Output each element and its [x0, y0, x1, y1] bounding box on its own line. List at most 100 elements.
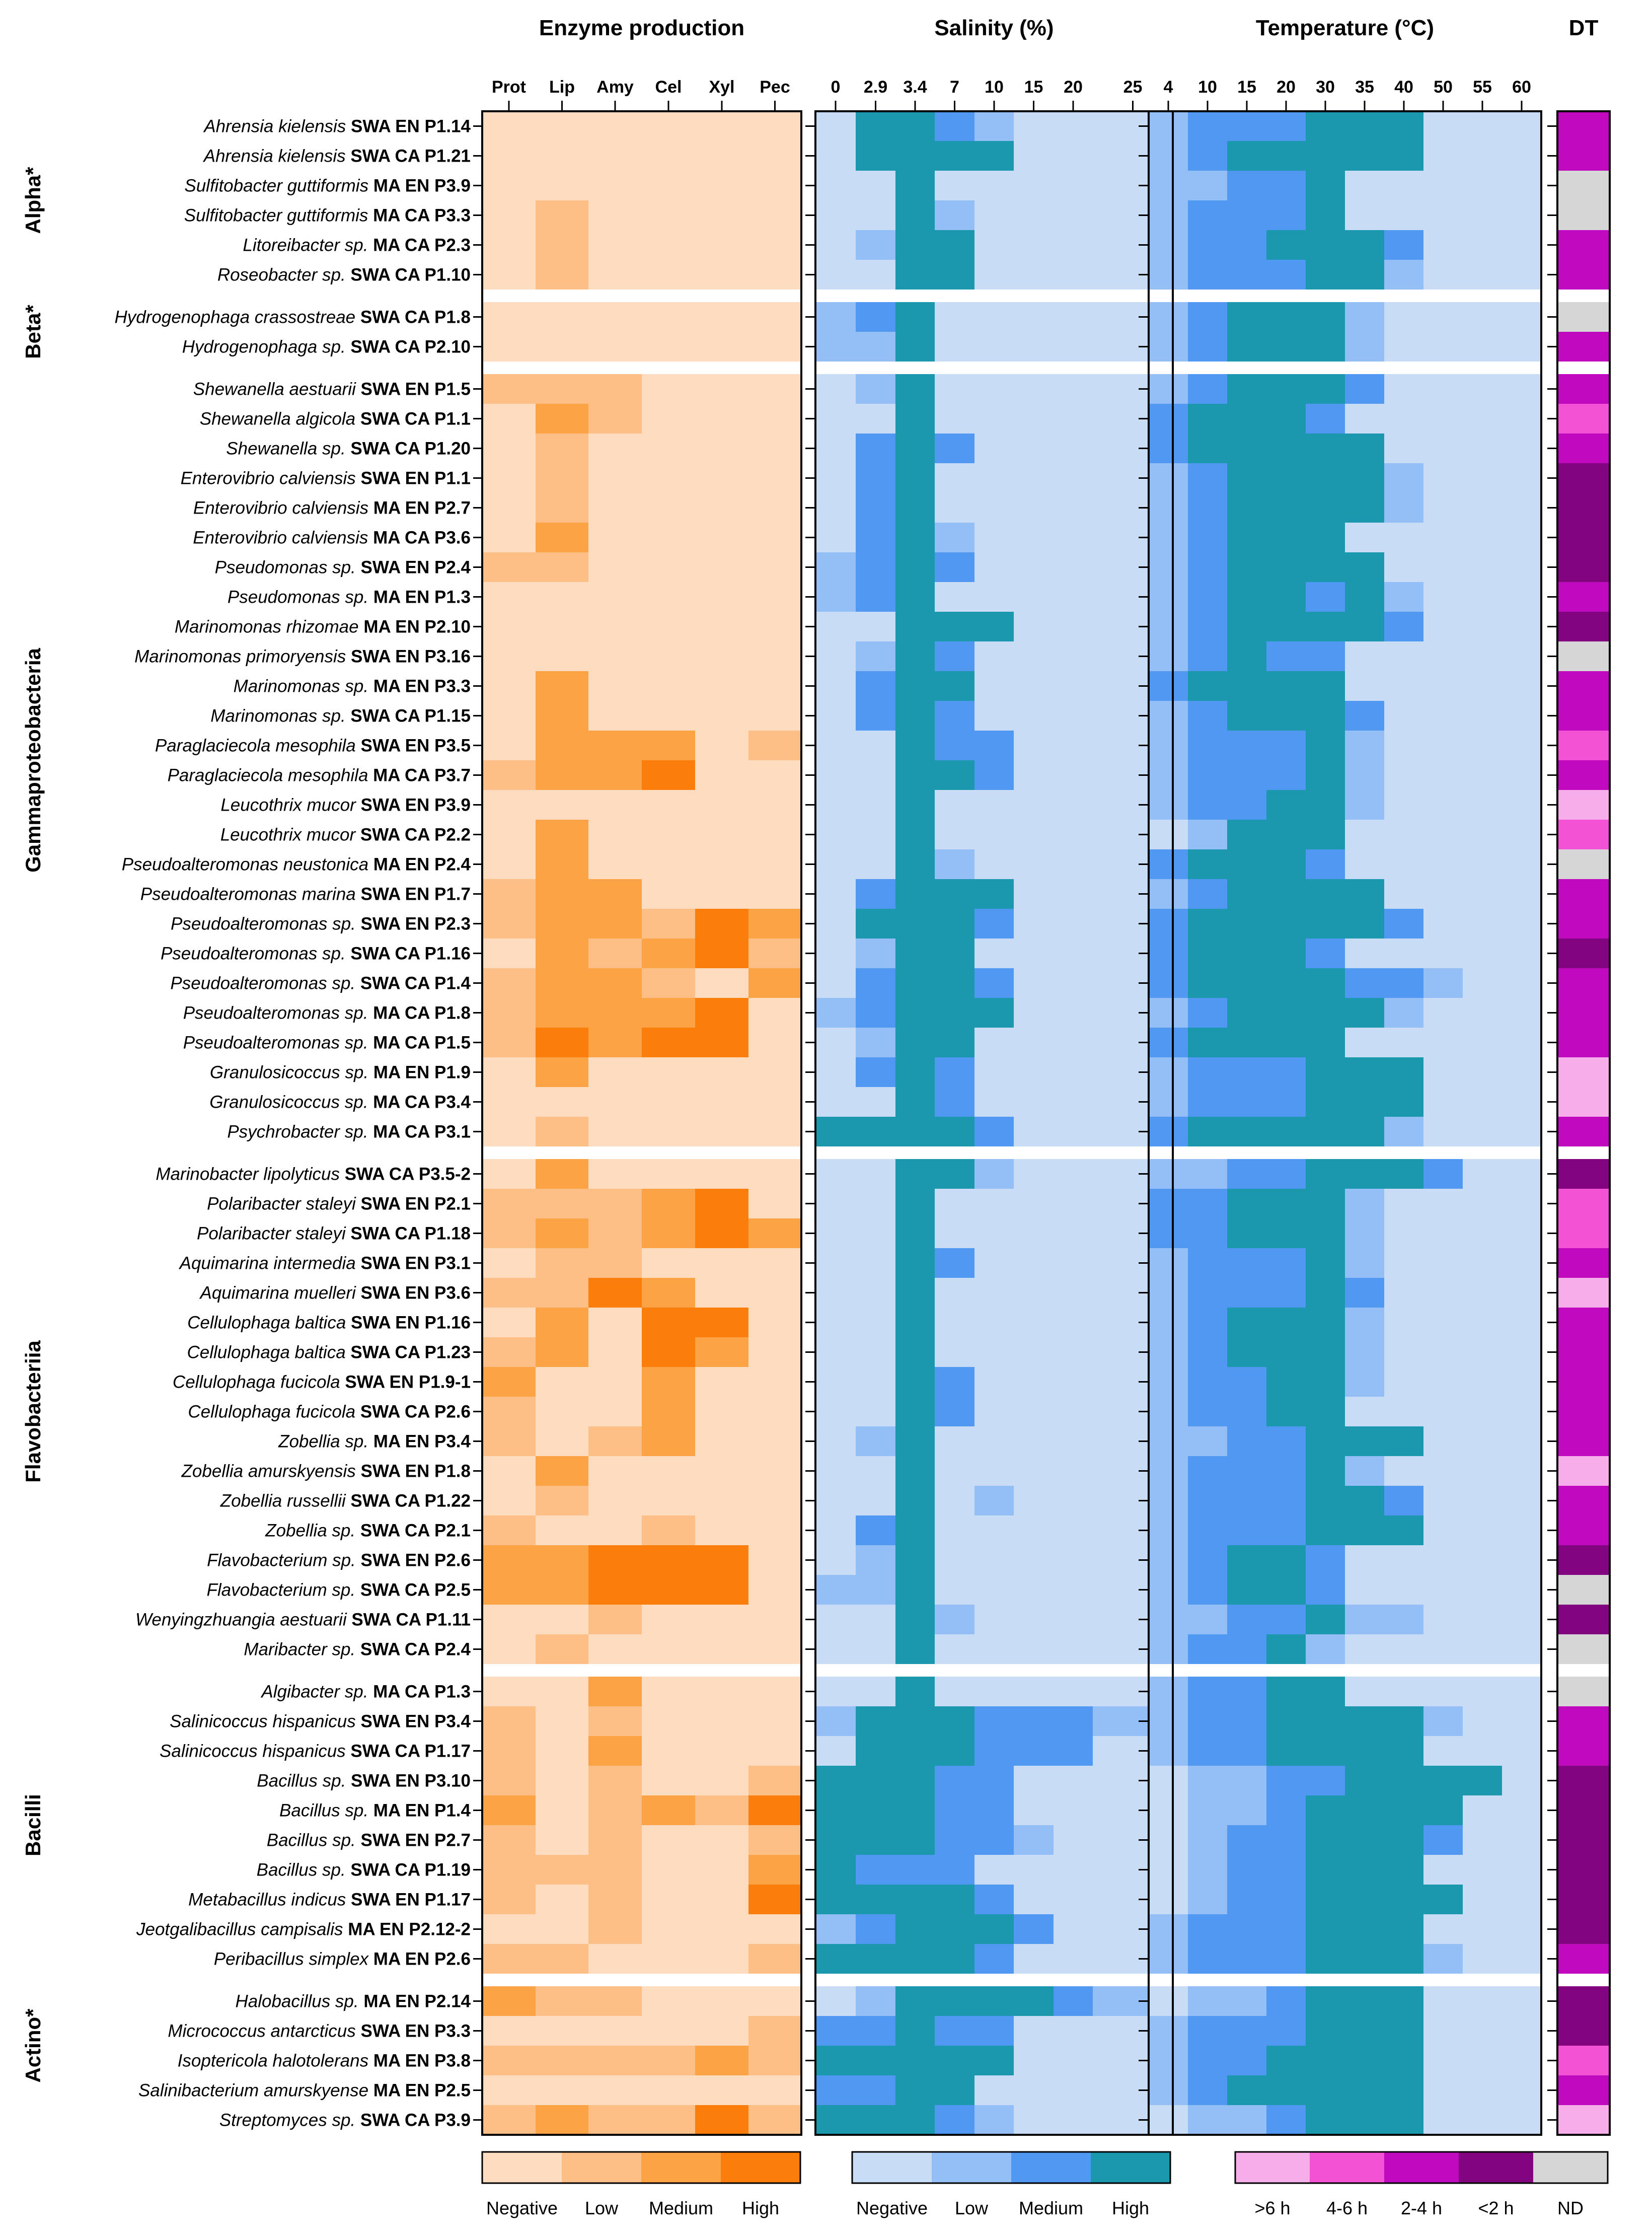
temperature-cell	[1266, 1885, 1306, 1915]
enzyme-cell	[748, 790, 802, 820]
row-strain: MA EN P3.8	[373, 2051, 471, 2071]
row-label: Pseudoalteromonas sp. SWA EN P2.3	[171, 914, 471, 934]
salinity-cell	[815, 1397, 856, 1427]
salinity-cell	[895, 552, 935, 583]
temperature-cell	[1423, 731, 1463, 761]
temperature-cell	[1306, 141, 1345, 171]
salinity-cell	[935, 404, 975, 434]
salinity-cell	[815, 1486, 856, 1516]
temperature-cell	[1266, 1545, 1306, 1575]
salinity-cell	[974, 1248, 1014, 1278]
enzyme-cell	[482, 1944, 536, 1974]
temperature-cell	[1384, 968, 1424, 998]
dt-cell	[1557, 404, 1610, 434]
row-label: Peribacillus simplex MA EN P2.6	[214, 1950, 471, 1969]
temperature-cell	[1188, 260, 1228, 290]
temperature-cell	[1306, 1308, 1345, 1338]
enzyme-cell	[642, 1677, 696, 1707]
salinity-cell	[856, 1218, 896, 1249]
temperature-cell	[1306, 1456, 1345, 1486]
temperature-cell	[1149, 1278, 1188, 1308]
temperature-cell	[1188, 1367, 1228, 1397]
row-strain: MA EN P2.10	[363, 617, 471, 637]
temperature-cell	[1345, 909, 1385, 939]
panel-frames	[473, 110, 1611, 2136]
salinity-cell	[1014, 2016, 1054, 2046]
row-species: Metabacillus indicus	[188, 1890, 351, 1910]
temperature-cell	[1502, 1117, 1542, 1147]
temperature-cell	[1384, 1159, 1424, 1189]
salinity-cell	[856, 374, 896, 404]
temperature-cell	[1266, 111, 1306, 141]
temperature-cell	[1423, 332, 1463, 362]
salinity-cell	[856, 1426, 896, 1457]
temperature-cell	[1423, 1605, 1463, 1635]
temperature-cell	[1227, 404, 1267, 434]
column-header-temperature: 20	[1276, 78, 1296, 97]
temperature-cell	[1384, 1677, 1424, 1707]
temperature-cell	[1266, 671, 1306, 701]
temperature-cell	[1306, 998, 1345, 1028]
temperature-cell	[1266, 1736, 1306, 1766]
temperature-cell	[1423, 671, 1463, 701]
salinity-cell	[1014, 1117, 1054, 1147]
enzyme-cell	[536, 760, 589, 790]
temperature-cell	[1423, 302, 1463, 332]
enzyme-cell	[748, 1159, 802, 1189]
enzyme-cell	[588, 1057, 642, 1088]
enzyme-cell	[642, 2046, 696, 2076]
row-label: Micrococcus antarcticus SWA EN P3.3	[168, 2022, 471, 2041]
salinity-cell	[935, 612, 975, 642]
salinity-cell	[815, 493, 856, 523]
temperature-cell	[1266, 1766, 1306, 1796]
column-header-temperature: 30	[1316, 78, 1335, 97]
temperature-cell	[1149, 1087, 1188, 1117]
salinity-cell	[815, 1426, 856, 1457]
temperature-cell	[1188, 1028, 1228, 1058]
temperature-cell	[1345, 1189, 1385, 1219]
temperature-cell	[1463, 909, 1503, 939]
temperature-cell	[1423, 1855, 1463, 1885]
temperature-cell	[1227, 523, 1267, 553]
temperature-cell	[1502, 879, 1542, 909]
temperature-cell	[1345, 2016, 1385, 2046]
salinity-cell	[974, 671, 1014, 701]
temperature-cell	[1345, 141, 1385, 171]
enzyme-cell	[695, 909, 749, 939]
temperature-cell	[1345, 790, 1385, 820]
temperature-cell	[1345, 523, 1385, 553]
enzyme-cell	[748, 1545, 802, 1575]
temperature-cell	[1306, 1426, 1345, 1457]
panel-frame	[481, 110, 802, 2136]
temperature-cell	[1502, 2105, 1542, 2135]
temperature-cell	[1345, 260, 1385, 290]
temperature-cell	[1384, 1885, 1424, 1915]
salinity-cell	[1054, 582, 1093, 612]
temperature-cell	[1227, 1914, 1267, 1944]
salinity-cell	[815, 2046, 856, 2076]
salinity-cell	[974, 1766, 1014, 1796]
dt-cell	[1557, 1087, 1610, 1117]
row-label: Bacillus sp. MA EN P1.4	[279, 1801, 471, 1821]
salinity-cell	[895, 463, 935, 493]
temperature-cell	[1502, 2016, 1542, 2046]
column-header-temperature: 15	[1237, 78, 1256, 97]
temperature-cell	[1227, 1795, 1267, 1826]
temperature-cell	[1266, 1677, 1306, 1707]
salinity-cell	[895, 731, 935, 761]
temperature-cell	[1266, 849, 1306, 880]
row-strain: MA EN P1.9	[373, 1063, 471, 1083]
temperature-cell	[1306, 1248, 1345, 1278]
enzyme-cell	[588, 434, 642, 464]
salinity-cell	[895, 968, 935, 998]
temperature-cell	[1463, 1605, 1503, 1635]
temperature-cell	[1345, 582, 1385, 612]
panel-titles: Enzyme production Salinity (%) Temperature…	[539, 16, 1599, 40]
enzyme-cell	[536, 1795, 589, 1826]
row-label: Maribacter sp. SWA CA P2.4	[244, 1640, 471, 1659]
temperature-cell	[1423, 374, 1463, 404]
salinity-cell	[935, 230, 975, 260]
row-strain: SWA CA P2.1	[360, 1521, 471, 1541]
temperature-cell	[1423, 111, 1463, 141]
enzyme-cell	[748, 374, 802, 404]
